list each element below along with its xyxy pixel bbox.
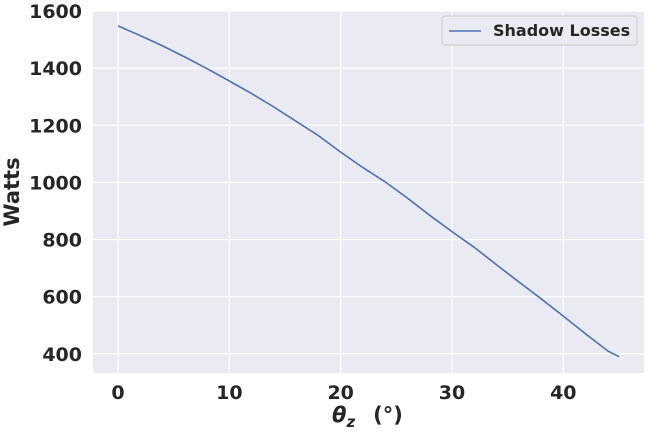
- tick-labels: 0 10 20 30 40 400 600 800 1000 1200 1400 1600: [29, 1, 576, 404]
- y-tick-label: 1200: [29, 115, 82, 137]
- grid: [93, 10, 644, 373]
- plot-area: [93, 11, 644, 373]
- x-tick-label: 30: [439, 382, 465, 404]
- y-tick-label: 1600: [29, 1, 82, 23]
- legend-label-shadow-losses: Shadow Losses: [493, 21, 630, 40]
- x-tick-label: 20: [327, 382, 353, 404]
- x-axis-label-symbol: θ: [332, 403, 346, 427]
- y-tick-label: 1000: [29, 172, 82, 194]
- y-axis-label: Watts: [0, 157, 24, 226]
- x-axis-label-subscript: z: [345, 413, 355, 431]
- x-tick-label: 10: [216, 382, 242, 404]
- y-tick-label: 600: [42, 287, 82, 309]
- x-axis-label: θz (°): [332, 403, 403, 431]
- y-tick-label: 800: [42, 230, 82, 252]
- series-layer: [117, 25, 620, 358]
- x-tick-label: 0: [111, 382, 124, 404]
- x-tick-label: 40: [550, 382, 576, 404]
- x-axis-label-unit: (°): [373, 403, 403, 427]
- legend: Shadow Losses: [441, 15, 638, 46]
- legend-box: [441, 15, 638, 46]
- series-line-shadow-losses: [117, 25, 620, 358]
- y-tick-label: 400: [42, 344, 82, 366]
- y-tick-label: 1400: [29, 58, 82, 80]
